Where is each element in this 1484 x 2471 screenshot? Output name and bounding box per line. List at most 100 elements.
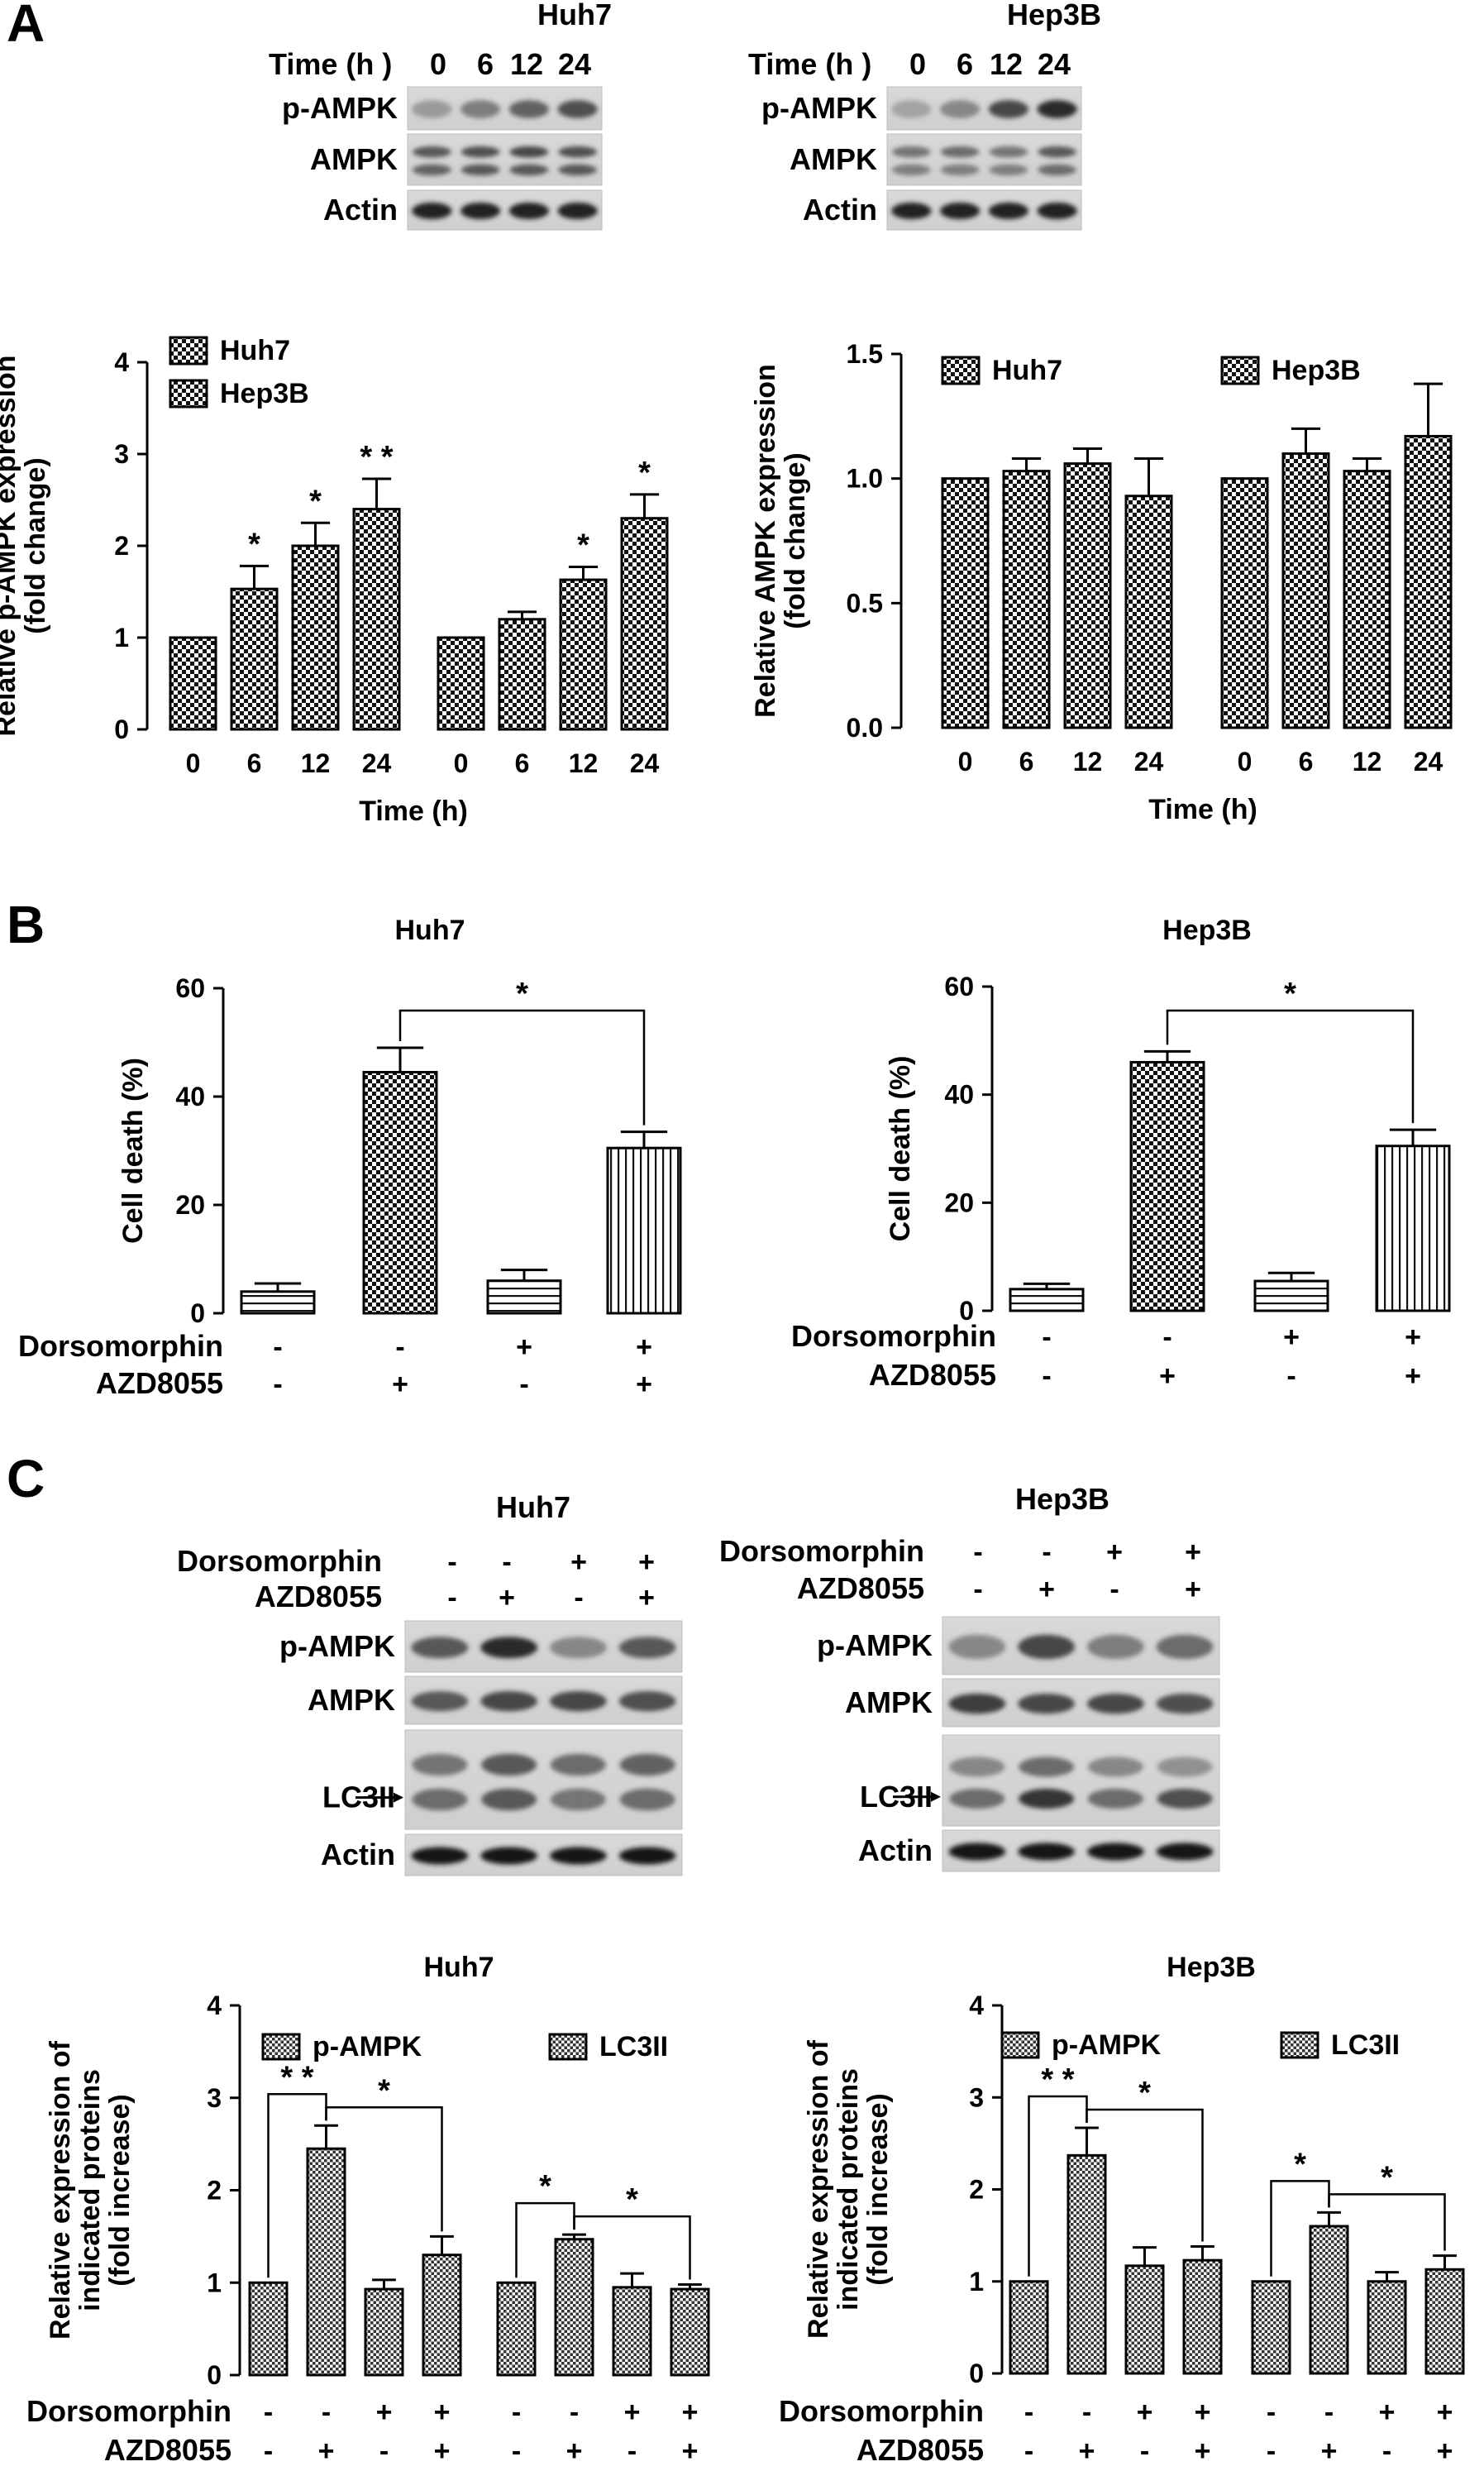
y-tick-label: 4 xyxy=(114,347,129,377)
blot-row-label-p-ampk: p-AMPK xyxy=(282,91,398,125)
blot-row-label-p-ampk: p-AMPK xyxy=(761,91,877,125)
treatment-sign: + xyxy=(1185,1537,1201,1568)
treatment-sign: - xyxy=(1024,2435,1033,2467)
y-tick-label: 20 xyxy=(175,1190,205,1220)
x-tick-label: 12 xyxy=(301,748,331,778)
y-tick-label: 1.5 xyxy=(847,339,883,369)
blot-band xyxy=(1156,1634,1214,1660)
chart-title: Hep3B xyxy=(1162,915,1252,946)
blot-band xyxy=(940,146,980,158)
x-axis-title: Time (h) xyxy=(1148,794,1257,825)
x-tick-label: 0 xyxy=(186,748,201,778)
blot-row-label-actin: Actin xyxy=(858,1833,933,1867)
treatment-sign: - xyxy=(447,1582,456,1613)
treatment-label: AZD8055 xyxy=(869,1358,996,1392)
bar xyxy=(1124,495,1173,729)
blot-band xyxy=(989,146,1028,158)
treatment-sign: - xyxy=(1267,2397,1276,2428)
bar xyxy=(612,2286,652,2377)
y-tick-label: 1.0 xyxy=(847,464,883,494)
panel-letter-b: B xyxy=(7,895,45,954)
treatment-sign: - xyxy=(322,2397,331,2428)
significance-star: * xyxy=(516,977,528,1011)
blot-band xyxy=(940,100,981,118)
x-tick-label: 0 xyxy=(958,747,973,777)
y-tick-label: 1 xyxy=(207,2268,222,2297)
bar xyxy=(1367,2280,1407,2375)
bar xyxy=(364,2287,404,2377)
treatment-sign: - xyxy=(273,1331,282,1363)
treatment-label: Dorsomorphin xyxy=(719,1534,924,1568)
x-tick-label: 12 xyxy=(1353,747,1382,777)
treatment-label: Dorsomorphin xyxy=(791,1319,996,1353)
y-tick-label: 20 xyxy=(944,1188,974,1217)
blot-band xyxy=(1087,1693,1144,1714)
bar xyxy=(169,636,217,731)
blot-row-actin xyxy=(407,189,603,231)
blot-band xyxy=(1019,1788,1075,1809)
blot-band xyxy=(557,202,598,220)
bar xyxy=(422,2254,462,2377)
blot-band xyxy=(949,1756,1005,1777)
treatment-sign: - xyxy=(512,2435,521,2467)
x-tick-label: 0 xyxy=(454,748,469,778)
bar xyxy=(606,1146,682,1315)
blot-band xyxy=(550,1690,607,1712)
y-tick-label: 40 xyxy=(944,1080,974,1110)
blot-row-ampk xyxy=(407,133,603,186)
significance-star: * * xyxy=(360,440,393,475)
blot-A-huh7: Huh7 Time (h ) 0 6 12 24 p-AMPK AMPK Actin xyxy=(269,0,612,231)
blot-band xyxy=(550,1788,606,1811)
blot-band xyxy=(618,1637,676,1659)
y-tick-label: 0 xyxy=(190,1298,205,1328)
lane-label: 0 xyxy=(909,47,926,81)
significance-star: * xyxy=(638,456,651,490)
blot-band xyxy=(948,1842,1006,1861)
y-axis-title: Cell death (%) xyxy=(117,1058,149,1244)
bar xyxy=(1424,2268,1465,2375)
treatment-sign: - xyxy=(570,2397,579,2428)
legend-swatch xyxy=(169,336,208,366)
bar xyxy=(1002,470,1051,729)
treatment-sign: - xyxy=(1286,1360,1296,1392)
treatment-sign: - xyxy=(379,2435,389,2467)
y-axis-title: Relative p-AMPK expression xyxy=(0,355,21,736)
treatment-sign: - xyxy=(1042,1537,1051,1568)
lane-label: 6 xyxy=(957,47,973,81)
treatment-label: AZD8055 xyxy=(797,1571,924,1605)
significance-star: * * xyxy=(280,2060,313,2095)
significance-star: * xyxy=(539,2169,551,2204)
treatment-sign: + xyxy=(1079,2435,1095,2467)
significance-star: * xyxy=(1284,977,1296,1011)
y-tick-label: 3 xyxy=(207,2083,222,2113)
y-tick-label: 0.5 xyxy=(847,588,883,618)
y-tick-label: 3 xyxy=(114,439,129,469)
blot-row-label-ampk: AMPK xyxy=(790,142,877,176)
bar xyxy=(498,618,546,731)
bar xyxy=(1066,2153,1107,2375)
lane-label: 0 xyxy=(430,47,446,81)
blot-band xyxy=(480,1637,537,1659)
lc3ii-arrowhead xyxy=(931,1791,941,1802)
legend-label: p-AMPK xyxy=(1052,2029,1162,2061)
significance-star: * xyxy=(1294,2147,1306,2182)
bar xyxy=(1220,477,1269,729)
blot-band xyxy=(508,202,549,220)
significance-star: * xyxy=(1138,2076,1151,2110)
bar xyxy=(941,477,990,729)
blot-band xyxy=(509,164,549,176)
blot-band xyxy=(480,1690,537,1712)
blot-band xyxy=(460,146,500,158)
x-tick-label: 12 xyxy=(1073,747,1103,777)
bar xyxy=(620,517,669,731)
y-tick-label: 2 xyxy=(207,2176,222,2206)
blot-band xyxy=(550,1847,607,1865)
blot-band xyxy=(412,164,451,176)
blot-title: Hep3B xyxy=(1015,1482,1109,1516)
legend-label: Huh7 xyxy=(220,335,290,366)
blot-band xyxy=(1019,1756,1075,1777)
panel-letter-a: A xyxy=(7,0,45,53)
legend-label: Hep3B xyxy=(1272,355,1361,386)
legend-swatch xyxy=(941,356,981,385)
